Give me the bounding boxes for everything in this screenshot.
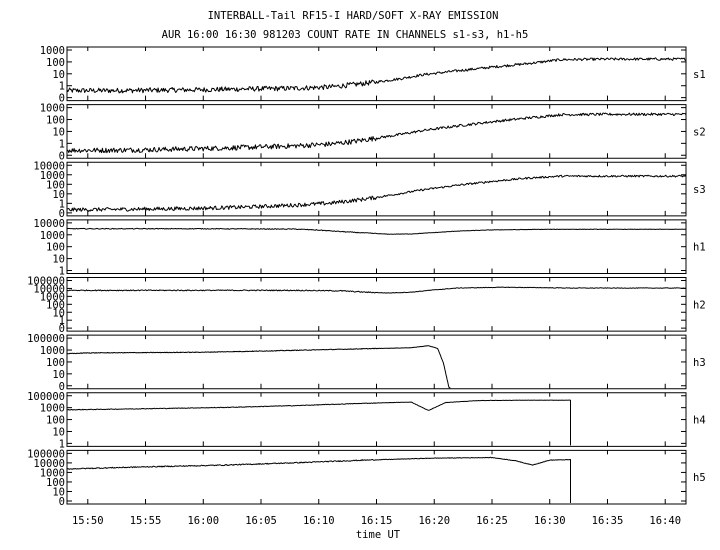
y-tick-label: 1000 bbox=[40, 291, 65, 303]
y-tick-label: 0 bbox=[59, 93, 65, 105]
series-line-s2 bbox=[66, 112, 687, 154]
x-tick-label: 16:15 bbox=[361, 515, 393, 527]
series-line-h5 bbox=[66, 456, 571, 503]
y-tick-label: 1 bbox=[59, 138, 65, 150]
y-tick-label: 10000 bbox=[33, 283, 65, 295]
channel-label: s1 bbox=[693, 69, 706, 81]
series-line-h3 bbox=[66, 345, 451, 389]
y-tick-label: 10 bbox=[52, 426, 65, 438]
y-tick-label: 10 bbox=[52, 254, 65, 266]
y-tick-label: 1000 bbox=[40, 345, 65, 357]
panel-frame bbox=[66, 334, 687, 390]
x-tick-label: 16:25 bbox=[476, 515, 508, 527]
y-tick-label: 0 bbox=[59, 208, 65, 220]
y-tick-label: 100 bbox=[46, 357, 65, 369]
x-tick-label: 16:00 bbox=[187, 515, 219, 527]
y-tick-label: 10000 bbox=[33, 160, 65, 172]
channel-label: h4 bbox=[693, 415, 706, 427]
y-tick-label: 10 bbox=[52, 69, 65, 81]
panel-frame bbox=[66, 449, 687, 505]
x-tick-label: 15:55 bbox=[130, 515, 162, 527]
y-tick-label: 10 bbox=[52, 126, 65, 138]
y-tick-label: 1000 bbox=[40, 45, 65, 57]
y-tick-label: 0 bbox=[59, 381, 65, 393]
x-tick-label: 16:35 bbox=[592, 515, 624, 527]
y-tick-label: 1 bbox=[59, 198, 65, 210]
channel-label: h2 bbox=[693, 299, 706, 311]
y-tick-label: 1000 bbox=[40, 467, 65, 479]
channel-label: s2 bbox=[693, 126, 706, 138]
y-tick-label: 10 bbox=[52, 189, 65, 201]
y-tick-label: 0 bbox=[59, 496, 65, 508]
panel-frame bbox=[66, 392, 687, 447]
x-tick-label: 16:10 bbox=[303, 515, 335, 527]
y-tick-label: 1000 bbox=[40, 403, 65, 415]
x-tick-label: 16:05 bbox=[245, 515, 277, 527]
y-tick-label: 100 bbox=[46, 115, 65, 127]
y-tick-label: 1 bbox=[59, 315, 65, 327]
channel-label: s3 bbox=[693, 184, 706, 196]
y-tick-label: 0 bbox=[59, 323, 65, 335]
y-tick-label: 100 bbox=[46, 57, 65, 69]
series-line-s1 bbox=[66, 57, 687, 94]
series-line-s3 bbox=[66, 174, 687, 212]
channel-label: h5 bbox=[693, 472, 706, 484]
panel-frame bbox=[66, 277, 687, 332]
panel-frame bbox=[66, 161, 687, 217]
y-tick-label: 100000 bbox=[27, 448, 65, 460]
y-tick-label: 100000 bbox=[27, 333, 65, 345]
y-tick-label: 10000 bbox=[33, 218, 65, 230]
y-tick-label: 10000 bbox=[33, 458, 65, 470]
x-tick-label: 16:40 bbox=[649, 515, 681, 527]
y-tick-label: 0 bbox=[59, 150, 65, 162]
y-tick-label: 10 bbox=[52, 369, 65, 381]
x-axis: 15:50 15:55 16:00 16:05 16:10 16:15 16:20 16:25… bbox=[72, 515, 681, 527]
x-tick-label: 16:30 bbox=[534, 515, 566, 527]
chart-panels: 10001001010s110001001010s210000100010010… bbox=[27, 45, 706, 508]
y-tick-label: 10 bbox=[52, 486, 65, 498]
channel-label: h1 bbox=[693, 242, 706, 254]
y-tick-label: 1 bbox=[59, 438, 65, 450]
series-line-h1 bbox=[66, 227, 686, 235]
y-tick-label: 1000 bbox=[40, 103, 65, 115]
channel-label: h3 bbox=[693, 357, 706, 369]
x-tick-label: 15:50 bbox=[72, 515, 104, 527]
y-tick-label: 100 bbox=[46, 415, 65, 427]
panel-frame bbox=[66, 219, 687, 274]
y-tick-label: 100 bbox=[46, 179, 65, 191]
y-tick-label: 100000 bbox=[27, 276, 65, 288]
y-tick-label: 1 bbox=[59, 81, 65, 93]
y-tick-label: 100 bbox=[46, 242, 65, 254]
series-line-h4 bbox=[66, 399, 571, 446]
y-tick-label: 100 bbox=[46, 299, 65, 311]
y-tick-label: 1 bbox=[59, 266, 65, 278]
chart-title: INTERBALL-Tail RF15-I HARD/SOFT X-RAY EM… bbox=[208, 10, 499, 22]
y-tick-label: 1000 bbox=[40, 230, 65, 242]
y-tick-label: 100000 bbox=[27, 391, 65, 403]
y-tick-label: 10 bbox=[52, 307, 65, 319]
x-tick-label: 16:20 bbox=[418, 515, 450, 527]
chart-subtitle: AUR 16:00 16:30 981203 COUNT RATE IN CHA… bbox=[162, 29, 529, 41]
panel-frame bbox=[66, 46, 687, 102]
y-tick-label: 1000 bbox=[40, 170, 65, 182]
y-tick-label: 100 bbox=[46, 477, 65, 489]
series-line-h2 bbox=[66, 286, 687, 294]
x-axis-label: time UT bbox=[356, 529, 401, 541]
